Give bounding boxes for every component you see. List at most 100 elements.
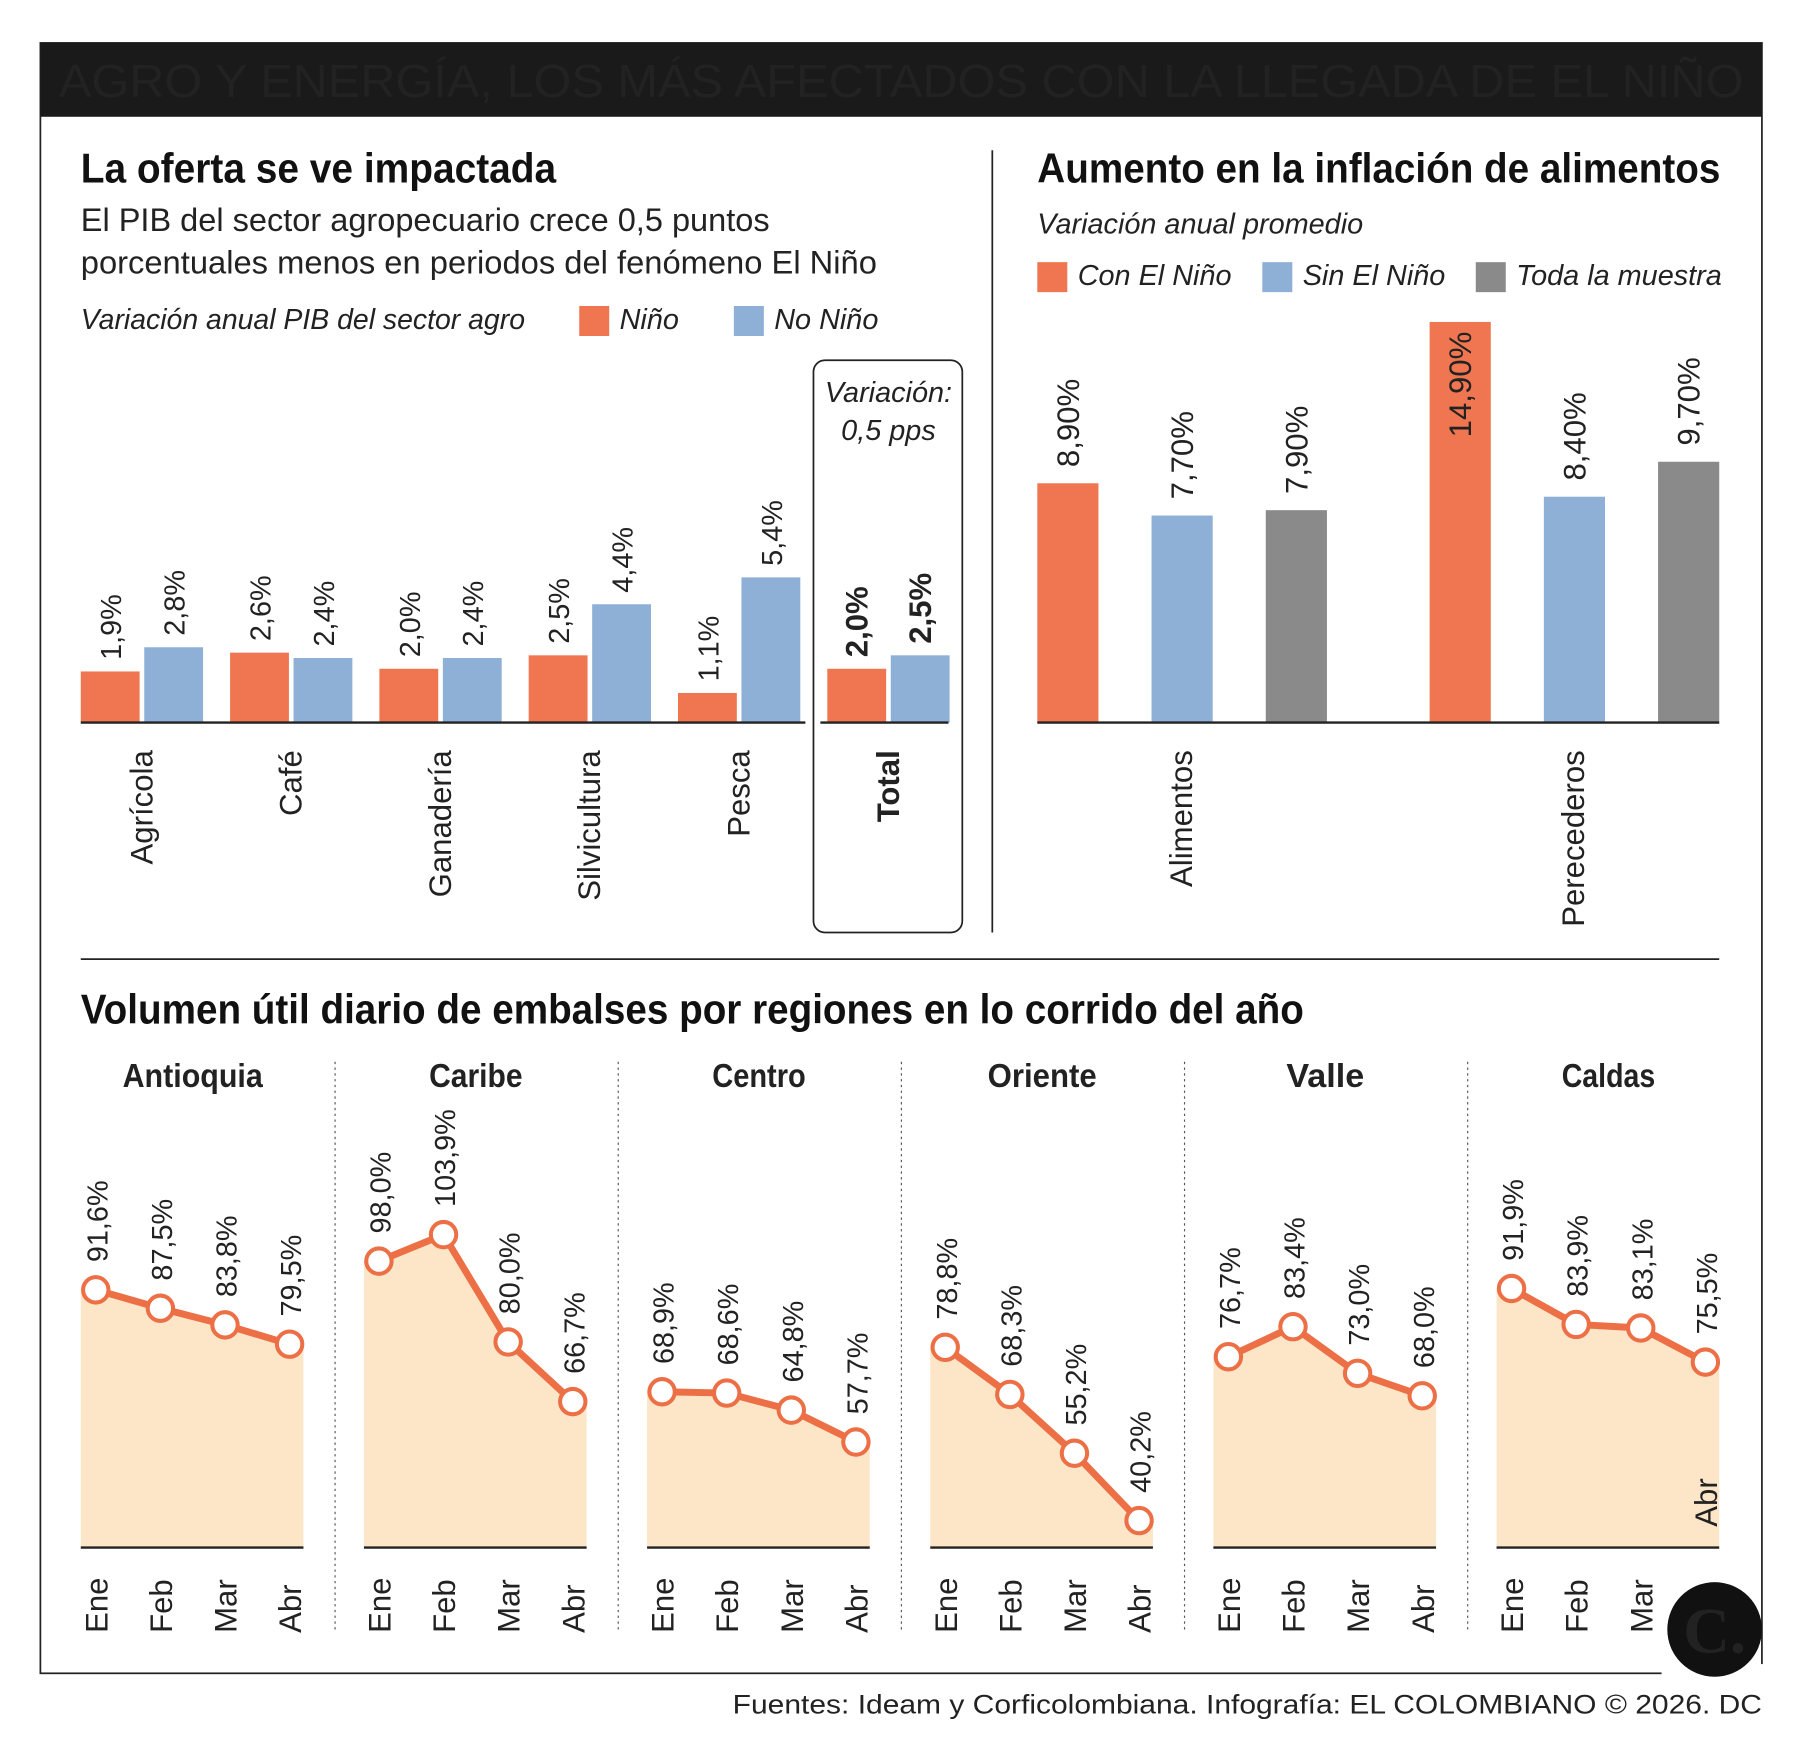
- month-label: Abr: [556, 1584, 591, 1632]
- bar-data-label: 2,4%: [309, 581, 341, 647]
- point-data-label: 103,9%: [430, 1109, 462, 1207]
- month-label: Feb: [1560, 1579, 1595, 1633]
- bar-data-label: 5,4%: [757, 500, 789, 566]
- point-data-label: 79,5%: [276, 1235, 308, 1317]
- point-data-label: 80,0%: [495, 1232, 527, 1314]
- month-label: Mar: [492, 1579, 527, 1633]
- point-data-label: 40,2%: [1126, 1411, 1158, 1493]
- month-label: Abr: [1123, 1584, 1158, 1632]
- region-title: Oriente: [988, 1058, 1097, 1095]
- bar-no-nino: [442, 658, 502, 723]
- bar: [1429, 321, 1491, 723]
- month-label: Ene: [79, 1578, 114, 1633]
- month-label: Feb: [710, 1579, 745, 1633]
- logo-text: C.: [1683, 1595, 1746, 1667]
- data-point: [274, 1329, 305, 1359]
- bar-nino: [528, 655, 588, 723]
- month-label: Mar: [1341, 1579, 1376, 1633]
- bar: [1151, 515, 1213, 723]
- point-data-label: 68,6%: [713, 1284, 745, 1366]
- point-data-label: 68,0%: [1409, 1286, 1441, 1368]
- bar-data-label: 2,0%: [395, 592, 427, 658]
- footer-credits: Fuentes: Ideam y Corficolombiana. Infogr…: [733, 1690, 1762, 1720]
- bottom-chart-title: Volumen útil diario de embalses por regi…: [81, 986, 1304, 1033]
- point-data-label: 68,9%: [649, 1282, 681, 1364]
- bar-no-nino: [144, 647, 204, 723]
- point-data-label: 83,4%: [1280, 1217, 1312, 1299]
- bar-nino: [80, 671, 140, 723]
- data-point: [930, 1332, 960, 1363]
- bar-data-label: 7,90%: [1279, 406, 1314, 494]
- region-title: Caribe: [429, 1058, 522, 1095]
- annotation-text: 0,5 pps: [841, 415, 936, 447]
- data-point: [776, 1395, 807, 1425]
- series-line: [1226, 1323, 1424, 1400]
- bar-data-label: 8,40%: [1557, 392, 1592, 480]
- data-point: [841, 1427, 871, 1457]
- point-data-label: 55,2%: [1061, 1344, 1093, 1426]
- legend-label: Sin El Niño: [1303, 260, 1446, 292]
- bar-nino: [230, 652, 289, 723]
- data-point: [711, 1378, 742, 1408]
- month-label: Mar: [209, 1579, 244, 1633]
- bar-data-label: 14,90%: [1443, 332, 1478, 438]
- left-chart-title: La oferta se ve impactada: [81, 145, 557, 192]
- data-point: [1496, 1273, 1527, 1304]
- data-point: [210, 1310, 240, 1340]
- data-point: [1407, 1381, 1437, 1411]
- series-line: [1509, 1285, 1708, 1366]
- category-label: Total: [871, 750, 906, 822]
- data-point: [995, 1379, 1025, 1410]
- bar-nino: [379, 668, 439, 723]
- area-fill: [1496, 1288, 1720, 1548]
- point-data-label: 83,8%: [212, 1215, 244, 1297]
- bar-no-nino: [741, 577, 801, 723]
- point-data-label: 64,8%: [778, 1301, 810, 1383]
- category-label: Perecederos: [1556, 750, 1591, 927]
- series-line: [377, 1231, 576, 1405]
- total-annotation-box: [812, 359, 964, 934]
- category-label: Ganadería: [423, 750, 458, 898]
- right-chart-title: Aumento en la inflación de alimentos: [1037, 145, 1720, 192]
- point-data-label: 83,9%: [1563, 1215, 1595, 1297]
- bar-data-label: 1,9%: [96, 594, 128, 660]
- region-title: Caldas: [1562, 1058, 1655, 1095]
- bar-data-label: 2,4%: [458, 581, 490, 647]
- bar: [1265, 510, 1327, 723]
- data-point: [1278, 1311, 1308, 1342]
- data-point: [1059, 1438, 1090, 1468]
- category-label: Pesca: [722, 750, 757, 837]
- point-data-label: 57,7%: [842, 1333, 874, 1415]
- month-label: Ene: [362, 1578, 397, 1633]
- month-label: Mar: [1058, 1579, 1093, 1633]
- point-data-label: 87,5%: [147, 1199, 179, 1281]
- data-point: [558, 1386, 588, 1417]
- bar-data-label: 2,8%: [160, 570, 192, 636]
- legend-swatch-nino: [579, 306, 610, 336]
- series-line: [943, 1344, 1142, 1523]
- category-label: Agrícola: [124, 750, 159, 865]
- data-point: [1561, 1309, 1591, 1340]
- month-label: Abr: [1406, 1584, 1441, 1632]
- month-label: Abr: [273, 1584, 308, 1632]
- bar: [1543, 496, 1605, 723]
- bar-data-label: 2,0%: [840, 586, 875, 657]
- bar-no-nino: [592, 604, 651, 723]
- bar: [1658, 461, 1720, 723]
- data-point: [1626, 1313, 1656, 1343]
- month-label: Ene: [1495, 1578, 1530, 1633]
- data-point: [145, 1293, 176, 1323]
- series-line: [662, 1388, 858, 1446]
- data-point: [493, 1327, 523, 1357]
- series-line: [94, 1286, 291, 1348]
- area-fill: [930, 1347, 1153, 1548]
- data-point: [647, 1377, 677, 1407]
- month-label: Feb: [993, 1579, 1028, 1633]
- month-label: Abr: [839, 1584, 874, 1632]
- legend-swatch: [1037, 262, 1068, 293]
- month-label: Ene: [1212, 1578, 1247, 1633]
- month-label: Ene: [646, 1578, 681, 1633]
- month-label: Mar: [1624, 1579, 1659, 1633]
- point-data-label: 68,3%: [996, 1285, 1028, 1367]
- bar-nino: [678, 692, 737, 723]
